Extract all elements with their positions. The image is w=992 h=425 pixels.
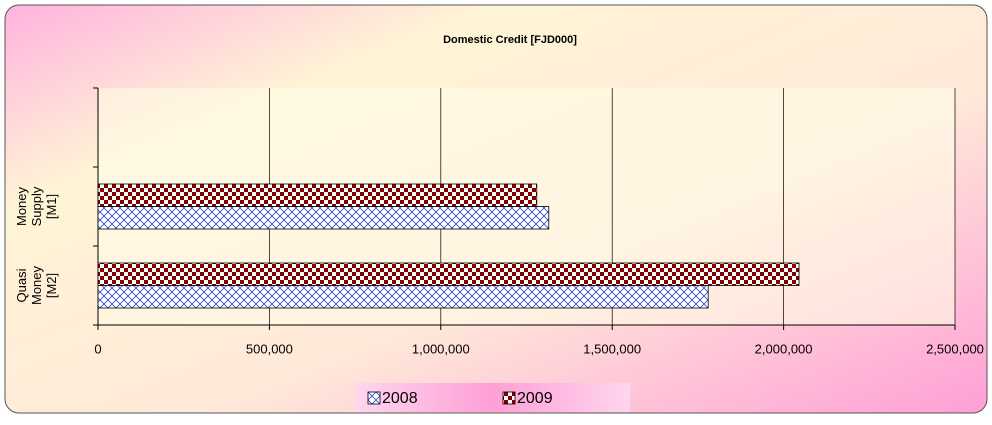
x-tick-label: 2,000,000 xyxy=(755,341,813,356)
bar xyxy=(97,206,550,230)
chart-title: Domestic Credit [FJD000] xyxy=(443,34,577,46)
bar xyxy=(97,262,800,286)
legend-label: 2009 xyxy=(517,390,553,407)
bar xyxy=(97,183,538,207)
legend-swatch xyxy=(367,391,381,405)
bar xyxy=(97,285,709,309)
x-tick-label: 2,500,000 xyxy=(926,341,984,356)
legend-box xyxy=(355,383,630,412)
x-tick-label: 1,000,000 xyxy=(412,341,470,356)
legend-swatch xyxy=(502,391,516,405)
x-tick-label: 1,500,000 xyxy=(583,341,641,356)
y-tick-label: QuasiMoney[M2] xyxy=(14,265,59,305)
y-tick-label: MoneySupply[M1] xyxy=(14,186,59,226)
x-tick-label: 500,000 xyxy=(246,341,293,356)
legend-label: 2008 xyxy=(382,390,418,407)
x-tick-label: 0 xyxy=(94,341,101,356)
